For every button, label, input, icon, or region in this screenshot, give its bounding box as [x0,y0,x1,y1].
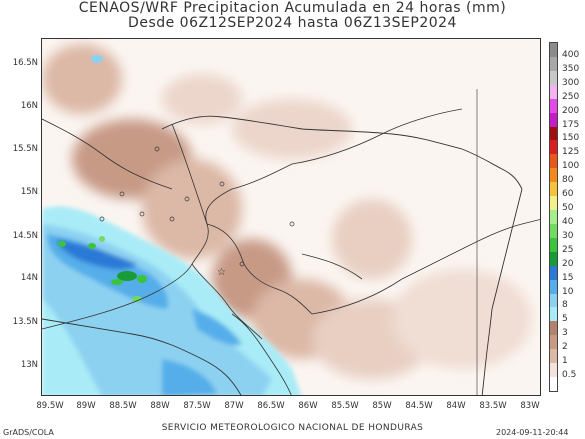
colorbar [549,42,558,392]
colorbar-swatch [550,293,557,308]
colorbar-label: 100 [562,161,580,172]
country-boundaries [42,89,540,395]
colorbar-label: 20 [562,258,574,269]
colorbar-swatch [550,43,557,57]
lon-label: 89W [76,401,96,411]
colorbar-swatch [550,363,557,378]
colorbar-label: 30 [562,230,574,241]
colorbar-swatch [550,265,557,280]
colorbar-swatch [550,98,557,113]
footer-credit: GrADS/COLA [3,428,54,437]
colorbar-label: 10 [562,286,574,297]
colorbar-swatch [550,279,557,294]
colorbar-label: 350 [562,63,580,74]
lon-label: 88W [150,401,170,411]
lat-label: 13.5N [12,317,38,327]
lat-label: 16.5N [12,58,38,68]
colorbar-label: 5 [562,314,568,325]
colorbar-swatch [550,126,557,141]
colorbar-label: 250 [562,91,580,102]
colorbar-label: 8 [562,300,568,311]
colorbar-swatch [550,321,557,336]
lon-label: 84.5W [405,401,433,411]
colorbar-label: 50 [562,203,574,214]
colorbar-swatch [550,140,557,155]
colorbar-swatch [550,237,557,252]
colorbar-swatch [550,196,557,211]
colorbar-label: 40 [562,216,574,227]
colorbar-label: 150 [562,133,580,144]
lon-label: 87.5W [183,401,211,411]
map-title: CENAOS/WRF Precipitacion Acumulada en 24… [78,0,507,16]
colorbar-label: 400 [562,49,580,60]
lat-label: 15N [20,187,38,197]
colorbar-swatch [550,335,557,350]
colorbar-label: 200 [562,105,580,116]
precip-heavy-band [42,206,302,395]
lat-label: 13N [20,360,38,370]
lon-label: 87W [224,401,244,411]
precip-peak-cells [58,55,147,302]
map-subtitle: Desde 06Z12SEP2024 hasta 06Z13SEP2024 [128,15,457,31]
lon-label: 86.5W [257,401,285,411]
coastline [42,115,523,395]
colorbar-label: 2 [562,342,568,353]
colorbar-swatch [550,182,557,197]
colorbar-swatch [550,154,557,169]
town-markers [99,146,295,267]
colorbar-swatch [550,112,557,127]
colorbar-swatch [550,168,557,183]
footer-agency: SERVICIO METEOROLOGICO NACIONAL DE HONDU… [161,423,424,433]
lat-label: 15.5N [12,144,38,154]
lon-label: 83.5W [479,401,507,411]
colorbar-swatch [550,377,557,391]
colorbar-label: 3 [562,328,568,339]
lon-label: 85W [372,401,392,411]
colorbar-swatch [550,223,557,238]
colorbar-swatch [550,307,557,322]
colorbar-label: 25 [562,244,574,255]
lon-label: 84W [446,401,466,411]
lat-label: 14N [20,273,38,283]
lon-label: 85.5W [331,401,359,411]
footer-timestamp: 2024-09-11-20:44 [496,428,569,437]
lon-label: 86W [298,401,318,411]
precipitation-map: ☆ [41,38,541,396]
colorbar-swatch [550,349,557,364]
colorbar-swatch [550,70,557,85]
colorbar-swatch [550,251,557,266]
map-canvas: ☆ [42,39,540,395]
lon-label: 83W [520,401,540,411]
colorbar-label: 175 [562,119,580,130]
lat-label: 14.5N [12,231,38,241]
colorbar-label: 0.5 [562,370,577,381]
lon-label: 88.5W [109,401,137,411]
colorbar-label: 125 [562,147,580,158]
colorbar-label: 60 [562,189,574,200]
colorbar-label: 15 [562,272,574,283]
lon-label: 89.5W [36,401,64,411]
colorbar-swatch [550,84,557,99]
precip-light-field [42,44,532,379]
lat-label: 16N [20,101,38,111]
capital-star-icon: ☆ [217,267,226,278]
colorbar-label: 300 [562,77,580,88]
colorbar-swatch [550,56,557,71]
colorbar-label: 1 [562,356,568,367]
colorbar-label: 80 [562,175,574,186]
colorbar-swatch [550,210,557,224]
